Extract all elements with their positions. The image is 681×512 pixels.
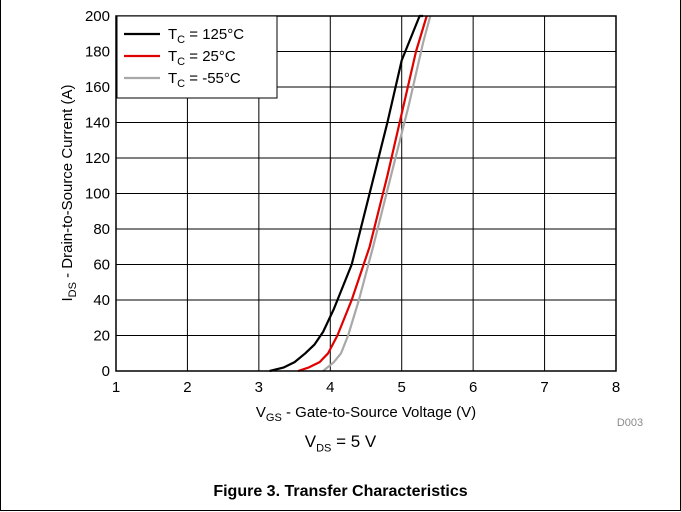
- y-axis-label-sub: DS: [67, 282, 79, 297]
- series-lines: [269, 14, 432, 373]
- y-tick-label: 160: [85, 79, 110, 96]
- y-tick-label: 200: [85, 8, 110, 25]
- y-tick-label: 140: [85, 115, 110, 132]
- x-axis-label-sub: GS: [266, 412, 282, 424]
- x-axis-label-main: V: [256, 404, 266, 421]
- plot-border: [115, 15, 617, 372]
- figure-code: D003: [617, 417, 643, 429]
- y-tick-label: 80: [93, 221, 110, 238]
- y-axis-label-rest: - Drain-to-Source Current (A): [59, 84, 76, 282]
- x-axis-label: VGS - Gate-to-Source Voltage (V): [256, 404, 476, 424]
- x-tick-label: 7: [540, 379, 548, 396]
- x-tick-label: 4: [326, 379, 334, 396]
- condition-main: V: [304, 432, 317, 451]
- legend: TC = 125°CTC = 25°CTC = -55°C: [116, 15, 278, 99]
- condition-rest: = 5 V: [331, 432, 377, 451]
- series-line-3: [322, 15, 432, 372]
- y-tick-label: 20: [93, 328, 110, 345]
- grid: [115, 15, 617, 372]
- y-tick-label: 0: [102, 363, 110, 380]
- x-axis-label-rest: - Gate-to-Source Voltage (V): [282, 404, 476, 421]
- y-axis-label-main: I: [59, 297, 76, 301]
- figure-caption: Figure 3. Transfer Characteristics: [213, 483, 468, 500]
- y-axis-label: IDS - Drain-to-Source Current (A): [59, 84, 79, 301]
- legend-label-3: TC = -55°C: [168, 70, 241, 90]
- x-tick-label: 1: [112, 379, 120, 396]
- x-tick-label: 6: [469, 379, 477, 396]
- series-line-1: [269, 14, 424, 373]
- x-tick-label: 2: [183, 379, 191, 396]
- x-tick-label: 8: [612, 379, 620, 396]
- legend-label-1: TC = 125°C: [168, 26, 244, 46]
- y-tick-label: 40: [93, 292, 110, 309]
- series-line-2: [297, 15, 428, 373]
- x-tick-label: 5: [398, 379, 406, 396]
- test-condition: VDS = 5 V: [0, 432, 681, 454]
- y-tick-label: 100: [85, 186, 110, 203]
- x-tick-label: 3: [255, 379, 263, 396]
- legend-label-2: TC = 25°C: [168, 48, 236, 68]
- y-tick-label: 60: [93, 257, 110, 274]
- y-tick-label: 120: [85, 150, 110, 167]
- y-tick-label: 180: [85, 44, 110, 61]
- condition-sub: DS: [316, 442, 332, 455]
